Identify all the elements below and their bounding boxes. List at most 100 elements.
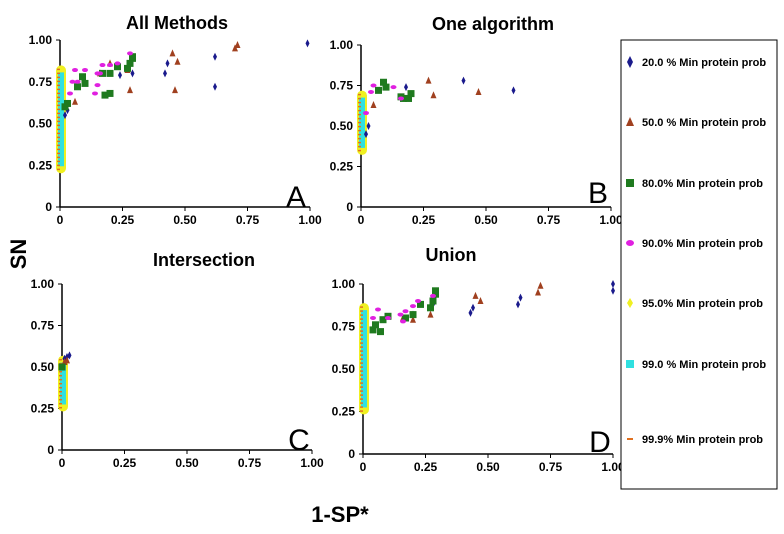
x-tick-label: 0.25	[113, 456, 137, 470]
legend-label: 99.0 % Min protein prob	[642, 359, 766, 371]
panel-c: Intersection 0 0.25 0.50 0.75 1.00 0 0.25 0.50 0.…	[31, 250, 324, 470]
data-point-90	[107, 63, 113, 68]
x-tick-label: 0.75	[537, 213, 561, 227]
legend: 20.0 % Min protein prob 50.0 % Min protei…	[620, 39, 778, 490]
y-tick-label: 0	[47, 443, 54, 457]
y-tick-label: 0.50	[29, 117, 53, 131]
data-point-20	[511, 86, 516, 95]
data-point-80	[407, 90, 415, 98]
y-tick-label: 0.25	[330, 160, 354, 174]
legend-marker-80	[626, 179, 634, 187]
data-point-90	[370, 83, 377, 88]
data-point-90	[67, 91, 73, 96]
data-point-90	[363, 111, 369, 116]
data-point-90	[397, 312, 404, 317]
data-point-80	[379, 316, 387, 324]
data-point-80	[106, 89, 114, 97]
data-point-20	[305, 39, 310, 48]
data-point-20	[468, 308, 473, 317]
data-point-80	[432, 287, 439, 295]
x-tick-label: 1.00	[298, 213, 322, 227]
data-point-80	[129, 53, 136, 61]
legend-label: 50.0 % Min protein prob	[642, 117, 766, 129]
data-point-20	[611, 286, 615, 295]
data-point-50	[72, 97, 78, 105]
data-point-50	[234, 41, 241, 49]
data-point-80	[382, 83, 390, 91]
data-point-20	[364, 130, 368, 139]
y-tick-label: 0.50	[330, 119, 354, 133]
data-point-90	[415, 299, 421, 303]
data-point-20	[165, 59, 170, 68]
y-tick-label: 1.00	[29, 33, 53, 47]
data-point-50	[427, 310, 434, 318]
data-point-50	[174, 57, 181, 65]
y-tick-label: 0.25	[31, 402, 55, 416]
data-point-80	[58, 363, 66, 371]
data-point-90	[390, 85, 397, 90]
x-tick-label: 1.00	[599, 213, 623, 227]
y-tick-label: 0	[348, 447, 355, 461]
legend-marker-95	[627, 298, 633, 308]
data-point-50	[64, 356, 70, 364]
data-point-80	[114, 63, 121, 71]
x-axis-label: 1-SP*	[311, 502, 369, 527]
y-tick-label: 0	[346, 200, 353, 214]
legend-marker-50	[626, 117, 634, 126]
y-tick-label: 1.00	[330, 38, 354, 52]
y-tick-label: 0.25	[332, 405, 356, 419]
data-point-90	[385, 316, 391, 320]
data-point-80	[375, 86, 382, 94]
data-point-90	[375, 307, 381, 312]
x-tick-label: 0.75	[238, 456, 262, 470]
x-tick-label: 1.00	[601, 460, 625, 474]
cluster-99pct-marks	[60, 362, 66, 405]
data-point-80	[124, 64, 131, 72]
cluster-99pct-marks	[361, 310, 367, 408]
data-point-20	[461, 76, 466, 85]
data-point-50	[535, 288, 541, 296]
x-tick-label: 0.75	[539, 460, 563, 474]
data-point-90	[92, 91, 98, 96]
panel-b: One algorithm 0 0.25 0.50 0.75 1.00 0 0.25 0.50 0…	[330, 14, 623, 227]
legend-label: 95.0% Min protein prob	[642, 298, 763, 310]
y-tick-label: 0.75	[29, 75, 53, 89]
legend-frame	[620, 39, 778, 490]
x-tick-label: 0	[358, 213, 365, 227]
data-point-80	[369, 326, 377, 334]
x-tick-label: 0	[57, 213, 64, 227]
data-point-80	[372, 321, 379, 329]
data-point-20	[518, 293, 523, 302]
data-point-80	[417, 300, 424, 308]
data-point-50	[172, 86, 178, 94]
data-point-50	[169, 49, 176, 57]
data-point-50	[410, 315, 416, 323]
legend-label: 90.0% Min protein prob	[642, 238, 763, 250]
panel-letter: D	[589, 426, 611, 459]
y-tick-label: 1.00	[332, 277, 356, 291]
y-tick-label: 0.25	[29, 158, 53, 172]
legend-marker-20	[627, 56, 633, 68]
data-point-20	[118, 71, 122, 80]
data-point-90	[402, 309, 409, 314]
data-point-20	[404, 83, 408, 92]
data-point-20	[213, 52, 217, 61]
data-point-80	[81, 79, 89, 87]
data-point-80	[402, 314, 409, 322]
data-point-20	[516, 300, 520, 309]
data-point-50	[537, 281, 544, 289]
x-tick-label: 1.00	[300, 456, 324, 470]
x-tick-label: 0.25	[111, 213, 135, 227]
data-point-90	[69, 79, 76, 84]
x-tick-label: 0.25	[414, 460, 438, 474]
cluster-99pct-marks	[359, 97, 365, 148]
panel-title: All Methods	[126, 13, 228, 33]
data-point-20	[163, 69, 167, 78]
data-point-80	[126, 59, 134, 67]
data-point-20	[130, 69, 135, 78]
y-tick-label: 0.50	[332, 362, 356, 376]
data-point-80	[380, 78, 387, 86]
data-point-50	[475, 87, 482, 95]
data-point-20	[63, 111, 67, 120]
